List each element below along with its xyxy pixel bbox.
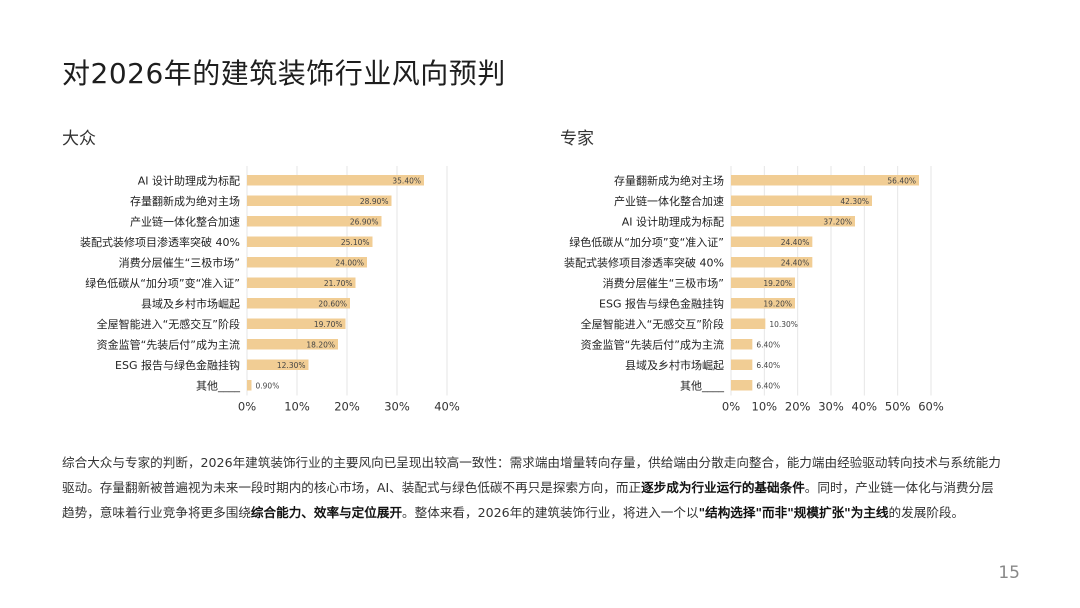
x-tick-label: 50% — [885, 400, 911, 414]
bar — [247, 359, 309, 370]
category-label: 全屋智能进入“无感交互”阶段 — [97, 317, 240, 331]
category-label: 装配式装修项目渗透率突破 40% — [564, 255, 724, 269]
x-tick-label: 10% — [752, 400, 778, 414]
bar-value-label: 19.20% — [763, 279, 792, 288]
bar-value-label: 6.40% — [756, 381, 780, 390]
chart-public: 0% 10% 20% 30% 40% AI 设计助理成为标配 35.40% 存量翻新成为绝对主… — [40, 160, 480, 415]
category-label: 县域及乡村市场崛起 — [625, 358, 724, 372]
bar — [731, 216, 855, 227]
category-label: 绿色低碳从“加分项”变“准入证” — [85, 276, 240, 290]
bar — [247, 298, 350, 309]
bar-value-label: 19.20% — [763, 299, 792, 308]
bar-chart-public: 0% 10% 20% 30% 40% AI 设计助理成为标配 35.40% 存量翻新成为绝对主… — [80, 166, 460, 414]
bar — [247, 277, 356, 288]
summary-emphasis: 逐步成为行业运行的基础条件 — [641, 480, 805, 495]
category-label: 存量翻新成为绝对主场 — [614, 173, 724, 187]
bar-value-label: 56.40% — [887, 176, 916, 185]
bar-value-label: 28.90% — [360, 197, 389, 206]
x-tick-label: 20% — [334, 400, 360, 414]
category-label: 县域及乡村市场崛起 — [141, 296, 240, 310]
bar-value-label: 21.70% — [324, 279, 353, 288]
bar-value-label: 26.90% — [350, 217, 379, 226]
summary-text: 。整体来看，2026年的建筑装饰行业，将进入一个以 — [402, 505, 699, 520]
bar — [247, 216, 382, 227]
bar — [247, 236, 373, 247]
summary-text: 综合大众与专家的判断，2026年建筑装饰行业的主要风向已呈现出较高一致性：需求端… — [62, 455, 1001, 495]
category-label: AI 设计助理成为标配 — [622, 214, 724, 228]
bar — [731, 257, 813, 268]
category-label: 消费分层催生“三极市场” — [119, 255, 240, 269]
category-label: 装配式装修项目渗透率突破 40% — [80, 235, 240, 249]
bar — [247, 318, 346, 329]
bar-value-label: 6.40% — [756, 340, 780, 349]
bar-value-label: 24.00% — [335, 258, 364, 267]
bar-value-label: 0.90% — [256, 381, 280, 390]
bar — [731, 195, 872, 206]
category-label: 全屋智能进入“无感交互”阶段 — [581, 317, 724, 331]
bar-value-label: 10.30% — [769, 320, 798, 329]
category-label: 其他____ — [680, 379, 724, 392]
category-label: 其他____ — [196, 379, 240, 392]
category-label: 资金监管“先装后付”成为主流 — [581, 337, 724, 351]
bar — [247, 339, 338, 350]
bar-value-label: 37.20% — [823, 217, 852, 226]
x-tick-label: 20% — [785, 400, 811, 414]
category-label: 存量翻新成为绝对主场 — [130, 194, 240, 208]
bar-value-label: 35.40% — [392, 176, 421, 185]
x-tick-label: 30% — [384, 400, 410, 414]
bar — [731, 277, 795, 288]
bar — [247, 195, 392, 206]
bar-chart-expert: 0% 10% 20% 30% 40% 50% 60% 存量翻新成为绝对主场 56.40% 产业链一… — [564, 166, 944, 414]
category-label: 产业链一体化整合加速 — [130, 214, 240, 228]
bar — [731, 298, 795, 309]
bar-value-label: 24.40% — [781, 258, 810, 267]
bar — [731, 359, 753, 370]
x-tick-label: 60% — [918, 400, 944, 414]
category-label: 产业链一体化整合加速 — [614, 194, 724, 208]
bar-value-label: 25.10% — [341, 238, 370, 247]
summary-text: 。同时，产业链一体化与消费分层趋势，意味着行业竞争将更多围绕 — [62, 480, 994, 520]
bar — [731, 380, 753, 391]
category-label: 资金监管“先装后付”成为主流 — [97, 337, 240, 351]
bar-value-label: 12.30% — [277, 361, 306, 370]
summary-emphasis: "结构选择"而非"规模扩张"为主线 — [698, 505, 889, 520]
category-label: ESG 报告与绿色金融挂钩 — [599, 296, 724, 310]
x-tick-label: 0% — [722, 400, 740, 414]
category-label: AI 设计助理成为标配 — [138, 173, 240, 187]
summary-text: 的发展阶段。 — [888, 505, 965, 520]
bar — [247, 175, 424, 186]
x-tick-label: 30% — [818, 400, 844, 414]
chart-expert: 0% 10% 20% 30% 40% 50% 60% 存量翻新成为绝对主场 56.40% 产业链一… — [540, 160, 960, 415]
bar — [247, 380, 252, 391]
category-label: 消费分层催生“三极市场” — [603, 276, 724, 290]
chart-title-expert: 专家 — [560, 129, 594, 149]
summary-paragraph: 综合大众与专家的判断，2026年建筑装饰行业的主要风向已呈现出较高一致性：需求端… — [62, 450, 1002, 525]
bar-value-label: 24.40% — [781, 238, 810, 247]
page-number: 15 — [998, 563, 1020, 583]
bar-value-label: 18.20% — [306, 340, 335, 349]
bar-value-label: 19.70% — [314, 320, 343, 329]
bar-value-label: 42.30% — [840, 197, 869, 206]
bar — [731, 236, 813, 247]
bar — [731, 318, 766, 329]
page-title: 对2026年的建筑装饰行业风向预判 — [62, 57, 506, 90]
category-label: 绿色低碳从“加分项”变“准入证” — [569, 235, 724, 249]
bar — [731, 339, 753, 350]
x-tick-label: 10% — [284, 400, 310, 414]
bar — [731, 175, 919, 186]
bar — [247, 257, 367, 268]
chart-title-public: 大众 — [62, 129, 96, 149]
x-tick-label: 0% — [238, 400, 256, 414]
x-tick-label: 40% — [434, 400, 460, 414]
bar-value-label: 20.60% — [318, 299, 347, 308]
summary-emphasis: 综合能力、效率与定位展开 — [250, 505, 403, 520]
bar-value-label: 6.40% — [756, 361, 780, 370]
x-tick-label: 40% — [852, 400, 878, 414]
category-label: ESG 报告与绿色金融挂钩 — [115, 358, 240, 372]
